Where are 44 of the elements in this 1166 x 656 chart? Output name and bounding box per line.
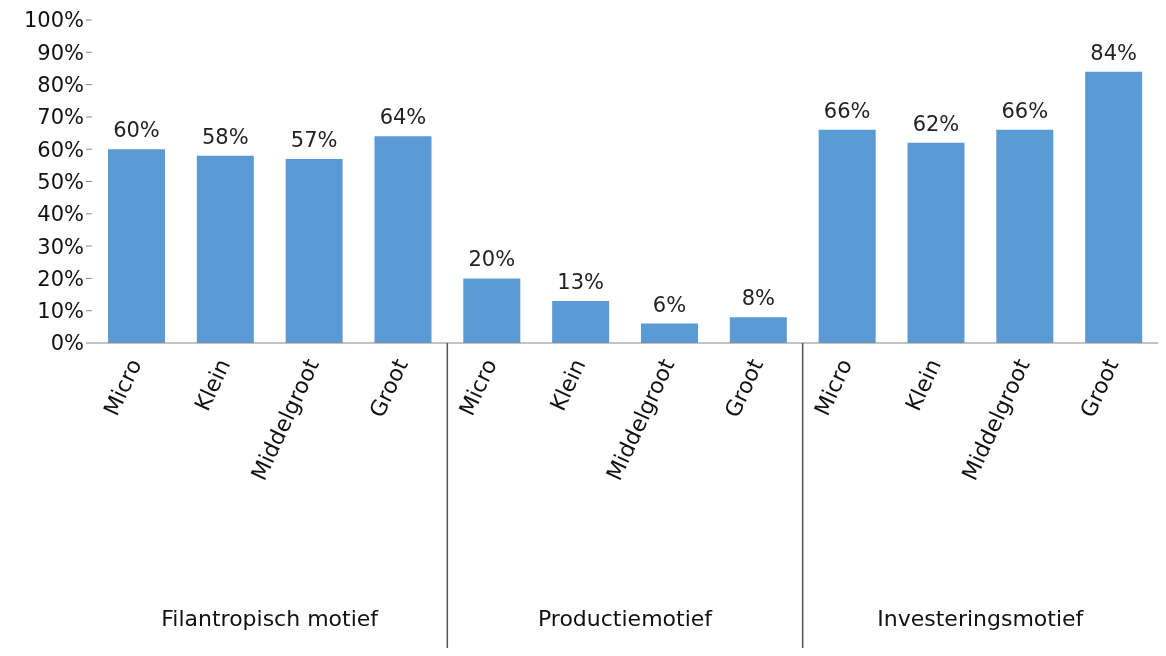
data-label: 66% (1001, 98, 1049, 123)
bar (374, 136, 432, 343)
data-label: 57% (290, 127, 338, 152)
data-label: 60% (113, 118, 160, 143)
data-label: 84% (1090, 40, 1137, 65)
bar (729, 317, 787, 343)
y-tick-label: 60% (37, 137, 84, 162)
text: Investeringsmotief (877, 606, 1085, 631)
bar (996, 129, 1054, 343)
data-label: 13% (557, 270, 604, 295)
y-tick-label: 10% (37, 299, 84, 324)
bar (196, 155, 254, 343)
data-label: 62% (912, 111, 960, 136)
y-tick-label: 50% (37, 169, 84, 194)
x-tick-label: Klein (189, 355, 236, 415)
y-tick-label: 30% (37, 234, 84, 259)
data-label: 66% (823, 98, 871, 123)
text: Productiemotief (537, 606, 714, 631)
x-tick-label: Micro (809, 355, 858, 420)
y-tick-label: 80% (37, 73, 84, 98)
bar (818, 129, 876, 343)
data-label: 58% (201, 124, 249, 149)
bar (463, 278, 521, 343)
bar (552, 301, 610, 343)
x-tick-label: Micro (98, 355, 147, 420)
data-label: 8% (741, 286, 775, 311)
y-tick-label: 90% (37, 40, 84, 65)
bar (640, 323, 698, 343)
y-tick-label: 0% (50, 331, 84, 356)
data-label: 20% (468, 247, 516, 272)
bar (907, 142, 965, 343)
y-tick-label: 40% (37, 202, 84, 227)
y-tick-label: 100% (23, 8, 84, 33)
x-tick-label: Klein (545, 355, 591, 415)
bar (107, 149, 165, 343)
x-tick-label: Micro (454, 355, 502, 420)
text: Filantropisch motief (161, 606, 380, 631)
data-label: 6% (652, 292, 687, 317)
x-tick-label: Klein (900, 355, 946, 415)
y-tick-label: 20% (37, 266, 84, 291)
data-label: 64% (379, 105, 427, 130)
y-tick-label: 70% (37, 105, 84, 130)
bar (1085, 71, 1143, 343)
bar (285, 158, 343, 343)
